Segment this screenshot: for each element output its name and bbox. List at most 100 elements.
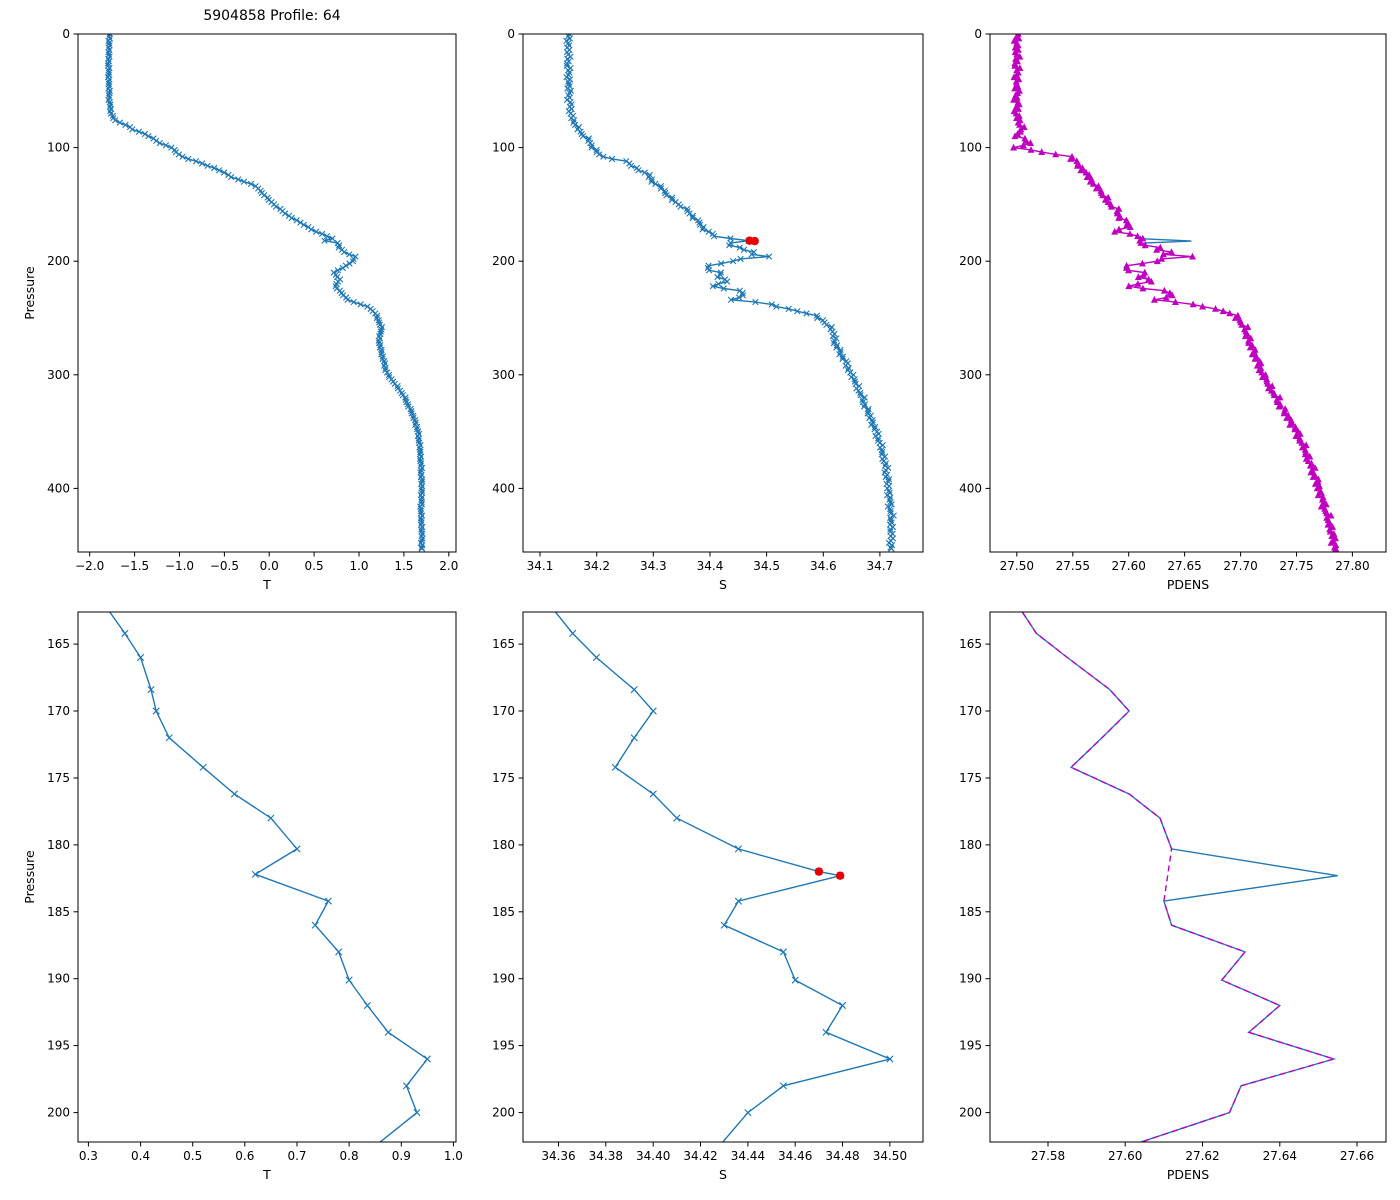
svg-text:185: 185	[959, 905, 982, 919]
svg-text:195: 195	[47, 1039, 70, 1053]
svg-text:200: 200	[492, 1106, 515, 1120]
svg-text:400: 400	[959, 481, 982, 495]
s-zoom-svg: 34.36 34.38 34.40 34.42 34.44 34.46 34.48 34.50…	[492, 611, 924, 1182]
svg-text:180: 180	[959, 838, 982, 852]
pdens-zoom-svg: 27.58 27.60 27.62 27.64 27.66 165 170 175 180 185…	[959, 611, 1387, 1182]
svg-text:190: 190	[47, 972, 70, 986]
svg-text:165: 165	[959, 637, 982, 651]
figure-title: 5904858 Profile: 64	[203, 8, 341, 24]
plot-temperature-full: −2.0 −1.5 −1.0 −0.5 0.0 0.5 1.0 1.5 2.0 0 100 200 30…	[0, 0, 466, 600]
svg-text:0.0: 0.0	[260, 559, 279, 573]
svg-text:0.3: 0.3	[79, 1149, 98, 1163]
svg-text:34.5: 34.5	[753, 559, 780, 573]
svg-text:−0.5: −0.5	[210, 559, 239, 573]
svg-text:27.65: 27.65	[1167, 559, 1201, 573]
svg-text:34.48: 34.48	[825, 1149, 859, 1163]
svg-text:PDENS: PDENS	[1167, 1167, 1209, 1182]
svg-text:T: T	[262, 1167, 271, 1182]
plot-pdens-zoom: 27.58 27.60 27.62 27.64 27.66 165 170 175 180 185…	[934, 600, 1400, 1200]
svg-text:34.42: 34.42	[683, 1149, 717, 1163]
svg-text:1.0: 1.0	[349, 559, 368, 573]
svg-text:Pressure: Pressure	[22, 850, 37, 904]
svg-text:27.58: 27.58	[1031, 1149, 1065, 1163]
svg-text:27.75: 27.75	[1279, 559, 1313, 573]
svg-text:34.7: 34.7	[867, 559, 894, 573]
svg-text:0.9: 0.9	[392, 1149, 411, 1163]
svg-text:34.1: 34.1	[527, 559, 554, 573]
svg-text:300: 300	[492, 368, 515, 382]
svg-text:0.6: 0.6	[235, 1149, 254, 1163]
svg-text:−1.0: −1.0	[165, 559, 194, 573]
svg-text:180: 180	[492, 838, 515, 852]
plot-temperature-zoom: 0.3 0.4 0.5 0.6 0.7 0.8 0.9 1.0 165 170 175 180 185 1…	[0, 600, 466, 1200]
svg-text:27.80: 27.80	[1335, 559, 1369, 573]
svg-text:175: 175	[959, 771, 982, 785]
svg-text:34.2: 34.2	[583, 559, 610, 573]
svg-text:170: 170	[47, 704, 70, 718]
svg-text:185: 185	[47, 905, 70, 919]
svg-text:200: 200	[959, 254, 982, 268]
svg-text:200: 200	[492, 254, 515, 268]
svg-text:400: 400	[47, 481, 70, 495]
svg-text:2.0: 2.0	[439, 559, 458, 573]
svg-text:0.7: 0.7	[287, 1149, 306, 1163]
svg-text:170: 170	[959, 704, 982, 718]
svg-text:27.60: 27.60	[1108, 1149, 1142, 1163]
svg-text:190: 190	[492, 972, 515, 986]
svg-text:165: 165	[492, 637, 515, 651]
svg-text:34.40: 34.40	[636, 1149, 670, 1163]
svg-text:100: 100	[47, 141, 70, 155]
svg-text:0.5: 0.5	[305, 559, 324, 573]
svg-text:27.66: 27.66	[1340, 1149, 1374, 1163]
svg-text:PDENS: PDENS	[1167, 577, 1209, 592]
svg-text:165: 165	[47, 637, 70, 651]
plot-salinity-zoom: 34.36 34.38 34.40 34.42 34.44 34.46 34.48 34.50…	[467, 600, 933, 1200]
svg-text:27.55: 27.55	[1056, 559, 1090, 573]
svg-text:34.50: 34.50	[873, 1149, 907, 1163]
svg-text:0: 0	[507, 27, 515, 41]
svg-text:200: 200	[47, 1106, 70, 1120]
svg-text:34.4: 34.4	[697, 559, 724, 573]
pdens-full-svg: 27.50 27.55 27.60 27.65 27.70 27.75 27.80 0 100 2…	[959, 27, 1387, 592]
svg-text:200: 200	[959, 1106, 982, 1120]
svg-text:200: 200	[47, 254, 70, 268]
svg-text:170: 170	[492, 704, 515, 718]
s-full-svg: 34.1 34.2 34.3 34.4 34.5 34.6 34.7 0 100 200 300 40…	[492, 27, 924, 592]
svg-text:34.36: 34.36	[541, 1149, 575, 1163]
svg-text:100: 100	[959, 141, 982, 155]
svg-text:1.5: 1.5	[394, 559, 413, 573]
svg-text:27.70: 27.70	[1223, 559, 1257, 573]
svg-text:180: 180	[47, 838, 70, 852]
svg-text:27.64: 27.64	[1263, 1149, 1297, 1163]
svg-text:27.62: 27.62	[1185, 1149, 1219, 1163]
svg-text:27.60: 27.60	[1112, 559, 1146, 573]
svg-text:300: 300	[959, 368, 982, 382]
svg-text:195: 195	[492, 1039, 515, 1053]
svg-text:175: 175	[47, 771, 70, 785]
svg-text:1.0: 1.0	[444, 1149, 463, 1163]
svg-text:0.8: 0.8	[340, 1149, 359, 1163]
svg-text:−1.5: −1.5	[120, 559, 149, 573]
plot-salinity-full: 34.1 34.2 34.3 34.4 34.5 34.6 34.7 0 100 200 300 40…	[467, 0, 933, 600]
svg-text:0: 0	[62, 27, 70, 41]
svg-text:400: 400	[492, 481, 515, 495]
svg-text:0: 0	[974, 27, 982, 41]
svg-text:34.6: 34.6	[810, 559, 837, 573]
svg-text:195: 195	[959, 1039, 982, 1053]
t-full-svg: −2.0 −1.5 −1.0 −0.5 0.0 0.5 1.0 1.5 2.0 0 100 200 30…	[22, 27, 458, 592]
svg-text:34.38: 34.38	[589, 1149, 623, 1163]
svg-text:−2.0: −2.0	[75, 559, 104, 573]
svg-text:27.50: 27.50	[1000, 559, 1034, 573]
svg-text:100: 100	[492, 141, 515, 155]
svg-text:0.4: 0.4	[131, 1149, 150, 1163]
svg-text:300: 300	[47, 368, 70, 382]
svg-text:S: S	[719, 577, 727, 592]
t-zoom-svg: 0.3 0.4 0.5 0.6 0.7 0.8 0.9 1.0 165 170 175 180 185 1…	[22, 611, 463, 1182]
svg-text:34.3: 34.3	[640, 559, 667, 573]
svg-text:0.5: 0.5	[183, 1149, 202, 1163]
svg-text:34.44: 34.44	[731, 1149, 765, 1163]
svg-text:T: T	[262, 577, 271, 592]
svg-text:175: 175	[492, 771, 515, 785]
svg-text:S: S	[719, 1167, 727, 1182]
